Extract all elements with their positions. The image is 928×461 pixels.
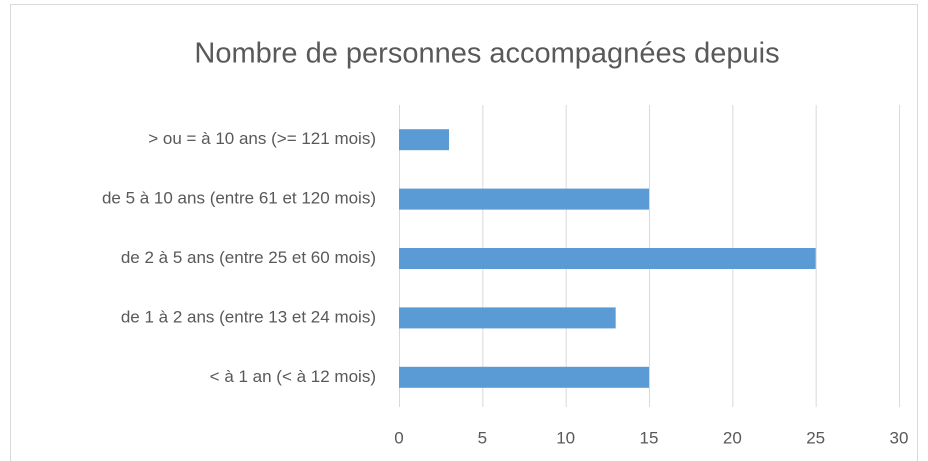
y-tick-label: < à 1 an (< à 12 mois) <box>210 367 376 386</box>
x-tick-label: 5 <box>478 428 487 447</box>
y-tick-label: de 1 à 2 ans (entre 13 et 24 mois) <box>121 307 376 326</box>
x-tick-label: 0 <box>394 428 403 447</box>
x-tick-label: 20 <box>723 428 742 447</box>
bar <box>399 248 816 269</box>
x-tick-label: 25 <box>806 428 825 447</box>
y-tick-label: > ou = à 10 ans (>= 121 mois) <box>148 129 376 148</box>
bar <box>399 129 449 151</box>
bar <box>399 307 616 329</box>
y-tick-label: de 5 à 10 ans (entre 61 et 120 mois) <box>102 189 376 208</box>
x-tick-label: 30 <box>890 428 909 447</box>
bar <box>399 188 649 210</box>
chart-border <box>10 4 918 461</box>
x-tick-label: 10 <box>556 428 575 447</box>
y-tick-label: de 2 à 5 ans (entre 25 et 60 mois) <box>121 248 376 267</box>
chart-title: Nombre de personnes accompagnées depuis <box>194 38 779 70</box>
x-tick-label: 15 <box>640 428 659 447</box>
bar <box>399 366 649 388</box>
